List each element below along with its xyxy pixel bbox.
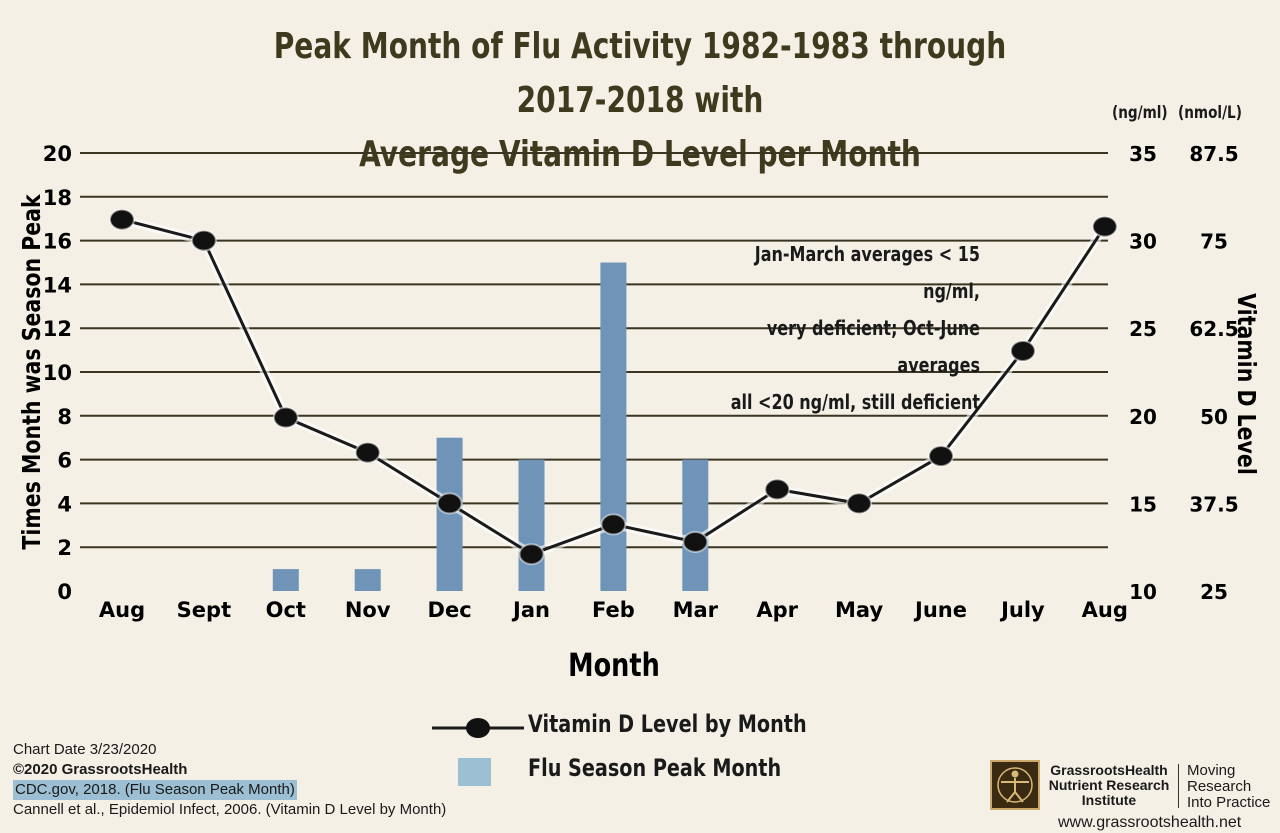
left-axis-ticks: 0 2 4 6 8 10 12 14 16 18 20 <box>43 142 72 604</box>
legend-bar-swatch-icon <box>458 758 491 786</box>
chart-title: Peak Month of Flu Activity 1982-1983 thr… <box>234 20 1045 182</box>
left-tick-label: 6 <box>57 449 72 473</box>
legend-label-flu: Flu Season Peak Month <box>528 754 782 782</box>
x-tick-label: Aug <box>1082 598 1128 622</box>
copyright: ©2020 GrassrootsHealth <box>13 761 188 778</box>
x-axis-label: Month <box>568 646 660 684</box>
left-tick-label: 14 <box>43 273 72 297</box>
data-point <box>1009 339 1036 362</box>
right-tick-label-nmoll: 50 <box>1200 405 1228 429</box>
source-cannell: Cannell et al., Epidemiol Infect, 2006. … <box>13 801 447 818</box>
legend-label-vitamin-d: Vitamin D Level by Month <box>528 710 807 738</box>
data-point <box>518 543 545 566</box>
left-tick-label: 18 <box>43 186 72 210</box>
x-tick-label: Sept <box>177 598 231 622</box>
x-tick-label: June <box>913 598 967 622</box>
chart-title-line-2: Average Vitamin D Level per Month <box>359 134 921 175</box>
bar <box>518 459 545 591</box>
legend-line-marker-icon <box>432 718 524 738</box>
data-point <box>764 478 791 501</box>
chart-annotation: Jan-March averages < 15 ng/ml, very defi… <box>708 236 980 421</box>
left-tick-label: 8 <box>57 405 72 429</box>
data-point <box>1091 215 1118 238</box>
x-axis-ticks: Aug Sept Oct Nov Dec Jan Feb Mar Apr May June July A… <box>99 598 1128 622</box>
annotation-line-3: all <20 ng/ml, still deficient <box>730 390 980 414</box>
gridlines <box>80 152 1108 549</box>
y-axis-label: Times Month was Season Peak <box>18 194 46 550</box>
nmoll-unit-header: (nmol/L) <box>1178 103 1242 123</box>
x-tick-label: Oct <box>266 598 306 622</box>
vitruvian-logo-icon <box>990 760 1040 810</box>
bar <box>272 569 299 591</box>
right-tick-label-nmoll: 25 <box>1200 580 1228 604</box>
data-point <box>190 229 217 252</box>
x-tick-label: Apr <box>756 598 798 622</box>
right-axis-ticks: 10 25 15 37.5 20 50 25 62.5 30 75 35 87.5 <box>1129 142 1239 604</box>
right-tick-label-ngml: 30 <box>1129 230 1157 254</box>
tagline: Moving Research Into Practice <box>1187 762 1271 811</box>
website-link[interactable]: www.grassrootshealth.net <box>1058 814 1242 831</box>
x-tick-label: Jan <box>511 598 550 622</box>
annotation-line-2: very deficient; Oct-June averages <box>766 316 980 377</box>
right-tick-label-nmoll: 75 <box>1200 230 1228 254</box>
x-tick-label: Aug <box>99 598 145 622</box>
chart-date: Chart Date 3/23/2020 <box>13 741 157 758</box>
left-tick-label: 0 <box>57 580 72 604</box>
org-divider <box>1178 764 1179 808</box>
x-tick-label: May <box>835 598 883 622</box>
ngml-unit-header: (ng/ml) <box>1112 103 1168 123</box>
data-point <box>682 530 709 553</box>
left-tick-label: 2 <box>57 536 72 560</box>
left-tick-label: 12 <box>43 317 72 341</box>
data-point <box>354 441 381 464</box>
line-series <box>109 208 1118 566</box>
right-tick-label-nmoll: 37.5 <box>1189 492 1238 516</box>
footer-credits: Chart Date 3/23/2020 ©2020 GrassrootsHea… <box>13 740 446 820</box>
data-point <box>846 492 873 515</box>
bar <box>354 569 381 591</box>
right-tick-label-nmoll: 62.5 <box>1189 317 1238 341</box>
right-tick-label-nmoll: 87.5 <box>1189 142 1238 166</box>
data-point <box>109 208 135 231</box>
right-tick-label-ngml: 15 <box>1129 492 1157 516</box>
annotation-line-1: Jan-March averages < 15 ng/ml, <box>754 242 980 303</box>
left-tick-label: 16 <box>43 230 72 254</box>
bar-series <box>272 262 709 591</box>
right-tick-label-ngml: 10 <box>1129 580 1157 604</box>
data-point <box>436 492 463 515</box>
left-tick-label: 20 <box>43 142 72 166</box>
right-tick-label-ngml: 35 <box>1129 142 1157 166</box>
left-tick-label: 10 <box>43 361 72 385</box>
right-tick-label-ngml: 25 <box>1129 317 1157 341</box>
y2-axis-label: Vitamin D Level <box>1231 293 1259 475</box>
org-name: GrassrootsHealth Nutrient Research Insti… <box>1048 762 1170 808</box>
x-tick-label: Nov <box>345 598 391 622</box>
source-cdc: CDC.gov, 2018. (Flu Season Peak Month) <box>13 780 297 800</box>
data-point <box>928 445 954 468</box>
right-tick-label-ngml: 20 <box>1129 405 1157 429</box>
bar <box>682 459 709 591</box>
data-point <box>272 406 299 429</box>
left-tick-label: 4 <box>57 492 72 516</box>
x-tick-label: Feb <box>592 598 635 622</box>
chart-title-line-1: Peak Month of Flu Activity 1982-1983 thr… <box>273 26 1007 121</box>
data-point <box>600 513 627 536</box>
x-tick-label: Dec <box>428 598 472 622</box>
x-tick-label: Mar <box>673 598 719 622</box>
bar <box>600 262 627 591</box>
x-tick-label: July <box>999 598 1045 622</box>
